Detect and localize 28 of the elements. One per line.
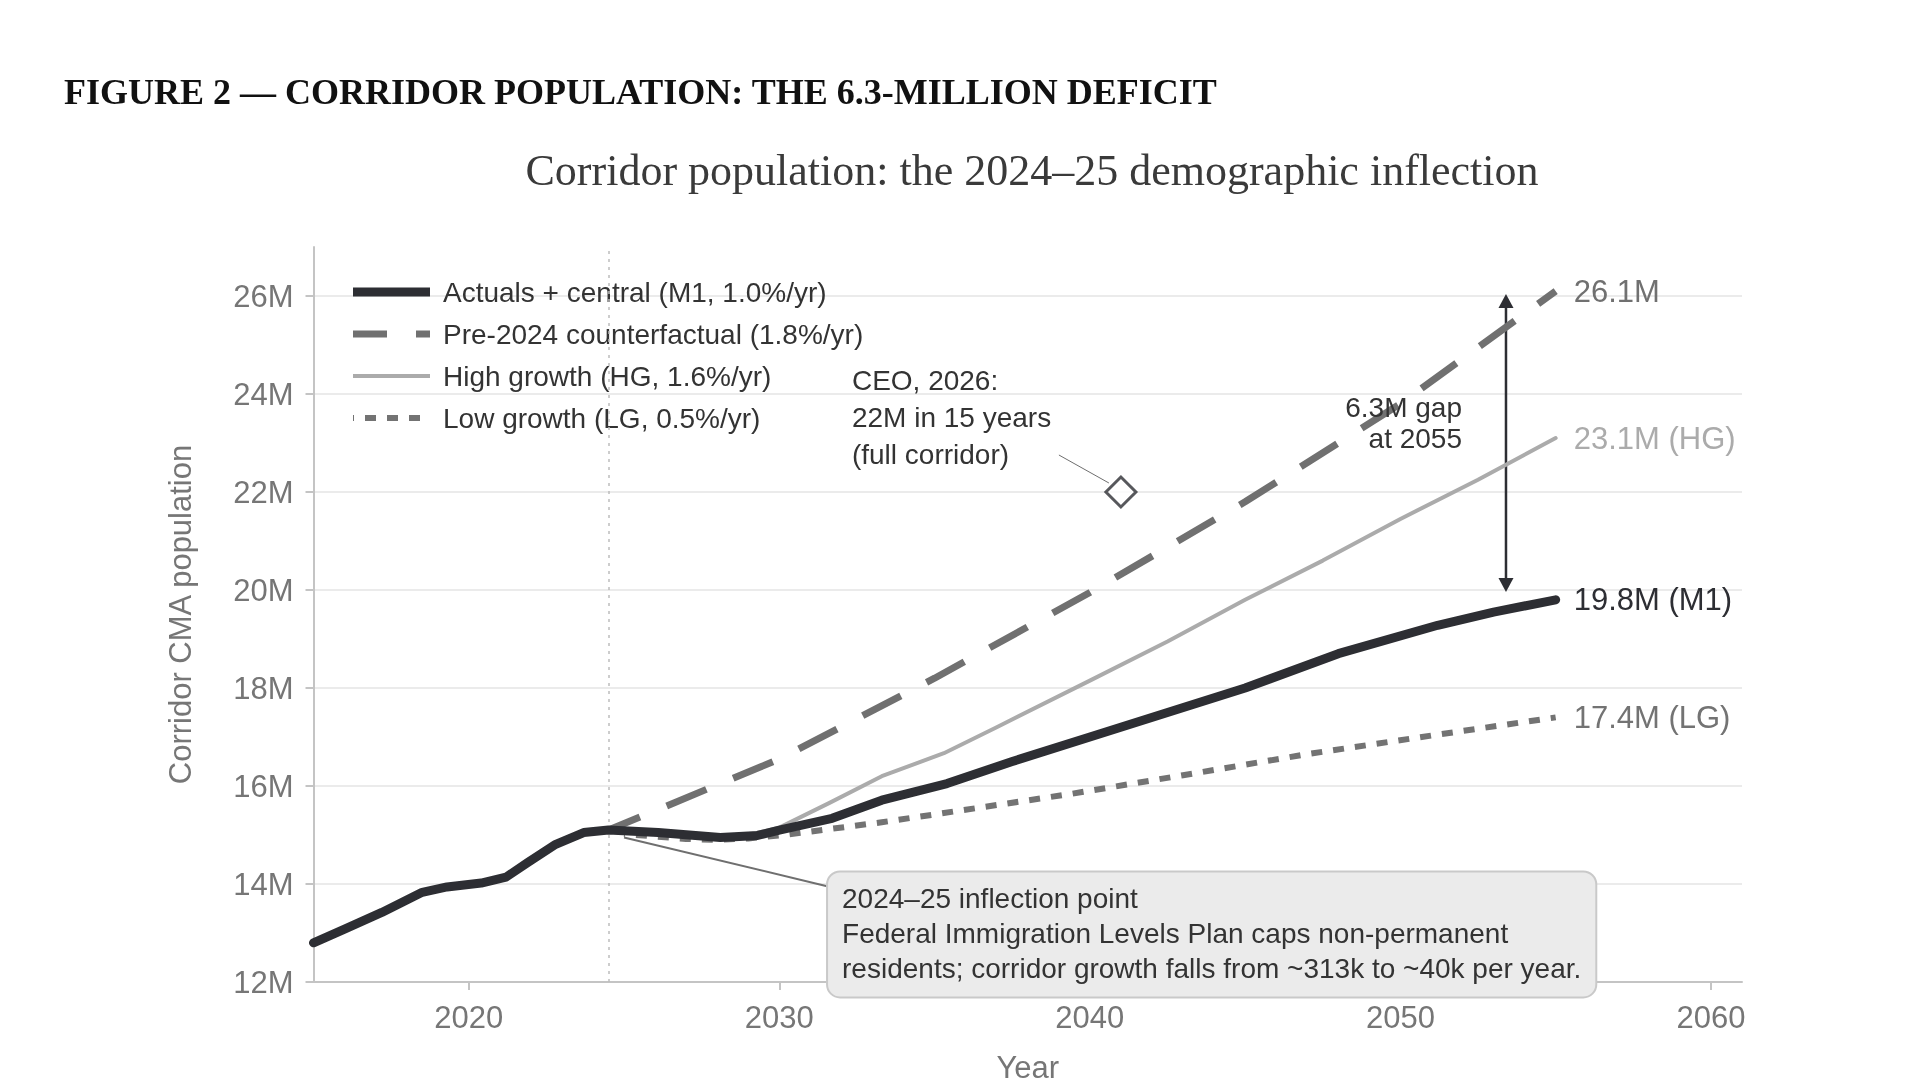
x-tick-label: 2060 [1676, 1000, 1746, 1035]
annotation: 19.8M (M1) [1573, 582, 1733, 618]
y-tick-label: 18M [233, 670, 294, 706]
y-tick-label: 14M [233, 866, 294, 902]
y-tick-label: 20M [233, 572, 294, 608]
chart-subtitle: Corridor population: the 2024–25 demographic inflection [525, 145, 1539, 195]
legend-label: Actuals + central (M1, 1.0%/yr) [443, 276, 827, 308]
x-tick-label: 2030 [744, 1000, 814, 1035]
y-tick-label: 16M [233, 768, 294, 804]
x-tick-label: 2050 [1365, 1000, 1435, 1035]
annotation: 17.4M (LG) [1573, 699, 1731, 735]
x-tick-label: 2040 [1055, 1000, 1125, 1035]
annotation: 2024–25 inflection point Federal Immigration Levels Plan caps non-permanent residents; corridor growth falls from ~313k to ~40k per year. [842, 883, 1582, 985]
point [1104, 475, 1138, 509]
annotation: 26.1M [1573, 273, 1660, 309]
y-tick-label: 12M [233, 964, 294, 1000]
x-axis-title: Year [996, 1050, 1060, 1085]
x-tick-label: 2020 [434, 1000, 504, 1035]
y-tick-label: 22M [233, 474, 294, 510]
annotation: 23.1M (HG) [1573, 420, 1736, 456]
y-axis-title: Corridor CMA population [162, 444, 198, 785]
y-tick-label: 26M [233, 278, 294, 314]
chart-title: FIGURE 2 — CORRIDOR POPULATION: THE 6.3-MILLION DEFICIT [64, 72, 1217, 112]
legend-label: High growth (HG, 1.6%/yr) [443, 360, 772, 392]
annotation: CEO, 2026: 22M in 15 years (full corridor) [851, 365, 1052, 470]
y-tick-label: 24M [233, 376, 294, 412]
legend-label: Pre-2024 counterfactual (1.8%/yr) [443, 318, 864, 350]
legend-label: Low growth (LG, 0.5%/yr) [443, 402, 761, 434]
